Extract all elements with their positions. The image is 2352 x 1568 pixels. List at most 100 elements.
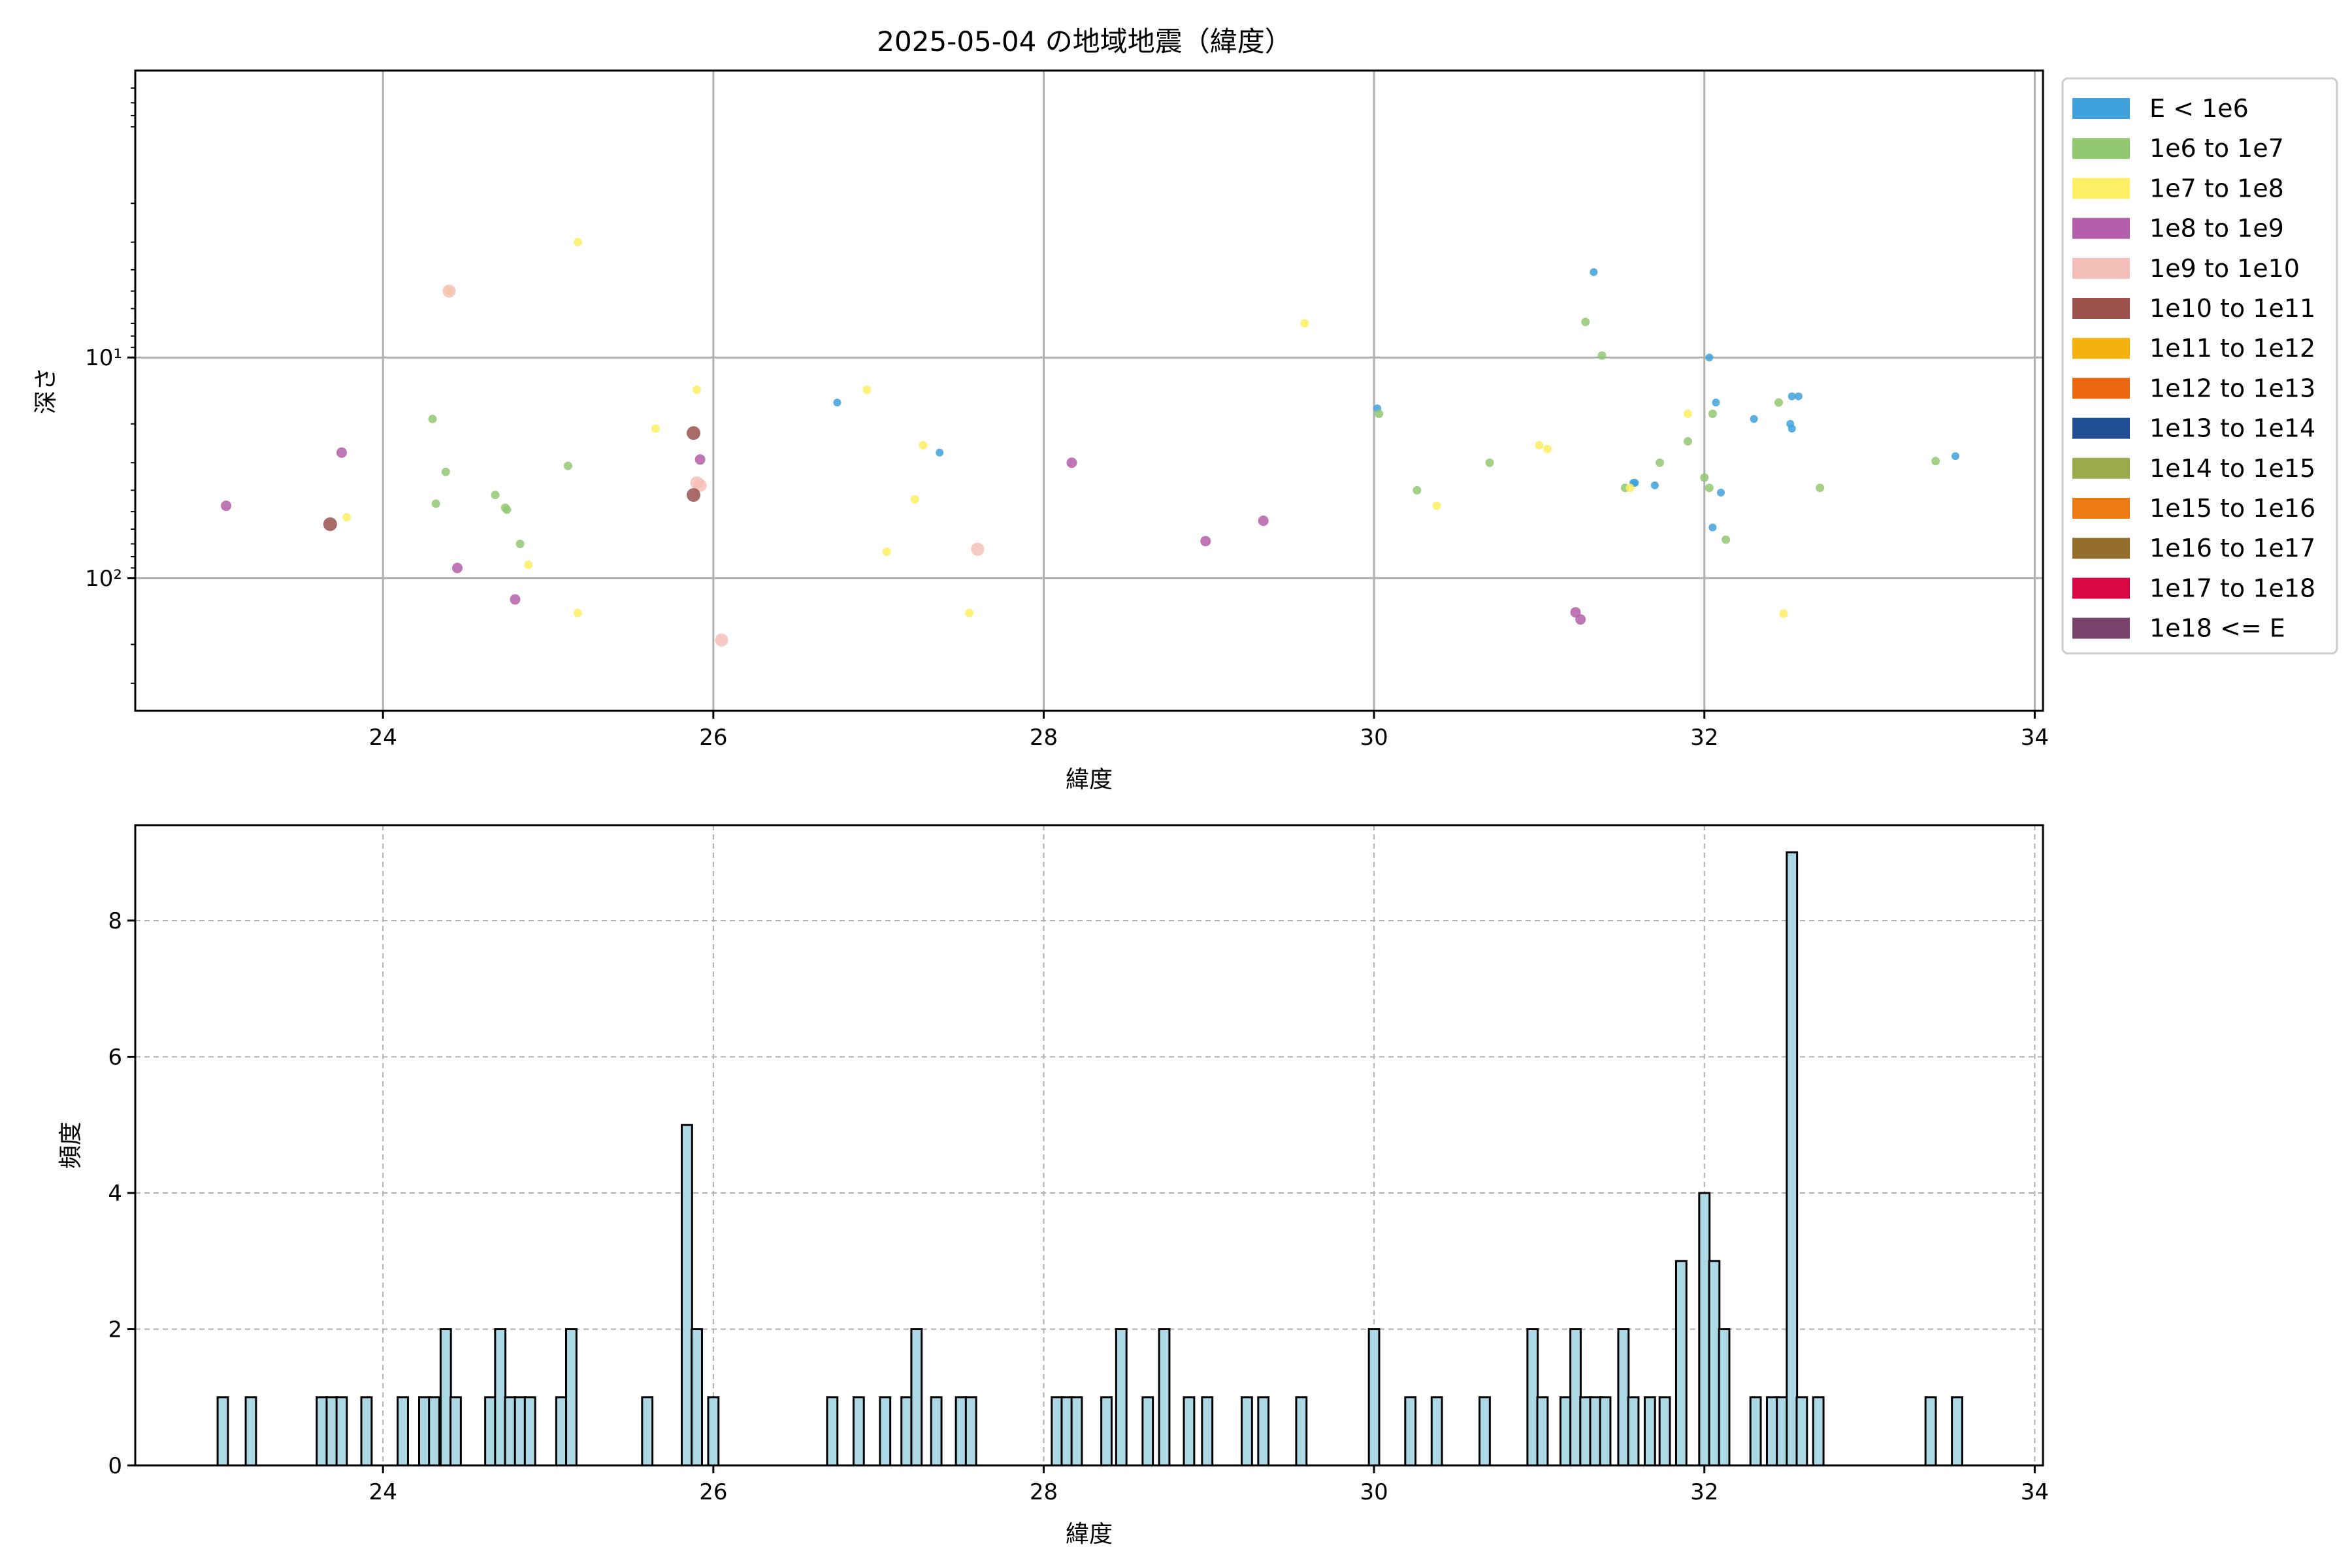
legend-swatch <box>2072 617 2130 639</box>
histogram-x-tick-label: 28 <box>1030 1479 1058 1505</box>
scatter-point <box>1779 609 1788 618</box>
histogram-bar <box>514 1396 527 1467</box>
scatter-point <box>491 491 500 500</box>
scatter-point <box>1700 473 1709 482</box>
histogram-y-tick-label: 4 <box>108 1181 122 1207</box>
histogram-bar <box>1183 1396 1196 1467</box>
scatter-x-tick-label: 26 <box>699 725 727 751</box>
legend-label: 1e6 to 1e7 <box>2149 134 2284 163</box>
histogram-bar <box>1812 1396 1825 1467</box>
histogram-bar <box>964 1396 977 1467</box>
scatter-point <box>1590 268 1598 276</box>
histogram-bar <box>707 1396 720 1467</box>
histogram-x-tick-label: 30 <box>1360 1479 1388 1505</box>
histogram-x-tick-label: 32 <box>1690 1479 1718 1505</box>
legend-label: 1e7 to 1e8 <box>2149 174 2284 203</box>
histogram-bar <box>1241 1396 1253 1467</box>
histogram-bar <box>1257 1396 1270 1467</box>
legend: E < 1e6 1e6 to 1e7 1e7 to 1e8 1e8 to 1e9 1e9… <box>2061 77 2338 655</box>
scatter-point <box>442 284 456 298</box>
scatter-point <box>451 563 463 574</box>
scatter-point <box>694 454 706 465</box>
legend-swatch <box>2072 338 2130 359</box>
histogram-bar <box>428 1396 440 1467</box>
scatter-point <box>563 461 572 470</box>
scatter-point <box>693 385 702 395</box>
histogram-bar <box>1643 1396 1656 1467</box>
scatter-point <box>1788 392 1796 400</box>
scatter-point <box>1931 457 1940 466</box>
histogram-bar <box>680 1124 693 1467</box>
histogram-bar <box>1559 1396 1572 1467</box>
scatter-point <box>502 505 512 514</box>
histogram-bar <box>1100 1396 1113 1467</box>
histogram-x-tick-label: 34 <box>2021 1479 2049 1505</box>
scatter-point <box>1750 415 1758 423</box>
scatter-point <box>1717 489 1725 497</box>
histogram-bar <box>1579 1396 1592 1467</box>
legend-swatch <box>2072 178 2130 199</box>
histogram-bar <box>504 1396 517 1467</box>
scatter-point <box>1375 409 1384 418</box>
scatter-point <box>1708 523 1717 532</box>
scatter-point <box>1708 409 1717 418</box>
histogram-bar <box>1924 1396 1937 1467</box>
scatter-point <box>687 426 701 440</box>
histogram-bar <box>1674 1260 1688 1467</box>
scatter-x-tick-label: 32 <box>1690 725 1718 751</box>
scatter-x-tick-label: 30 <box>1360 725 1388 751</box>
scatter-point <box>651 424 660 433</box>
histogram-bar <box>1718 1328 1731 1467</box>
histogram-bar <box>1526 1328 1539 1467</box>
histogram-bar <box>1658 1396 1671 1467</box>
histogram-x-axis-label: 緯度 <box>1066 1521 1113 1548</box>
histogram-bar <box>1404 1396 1417 1467</box>
legend-swatch <box>2072 498 2130 519</box>
histogram-y-tick-label: 8 <box>108 908 122 934</box>
legend-label: 1e10 to 1e11 <box>2149 294 2315 323</box>
histogram-bar <box>1430 1396 1443 1467</box>
scatter-point <box>687 488 701 502</box>
histogram-bar <box>641 1396 654 1467</box>
legend-label: 1e18 <= E <box>2149 614 2285 643</box>
histogram-bar <box>1765 1396 1778 1467</box>
histogram-bar <box>1536 1396 1549 1467</box>
histogram-x-tick-label: 26 <box>699 1479 727 1505</box>
legend-swatch <box>2072 257 2130 279</box>
scatter-point <box>693 478 707 492</box>
legend-label: 1e16 to 1e17 <box>2149 534 2315 563</box>
scatter-point <box>1597 351 1607 360</box>
legend-swatch <box>2072 457 2130 479</box>
scatter-point <box>1581 318 1590 327</box>
scatter-panel: 24 26 28 30 32 34 10¹ 10² 緯度 深さ <box>33 69 2049 793</box>
scatter-gridlines <box>135 71 2043 711</box>
chart-title: 2025-05-04 の地域地震（緯度） <box>877 25 1292 57</box>
scatter-point <box>431 499 440 508</box>
scatter-point <box>715 633 728 647</box>
scatter-point <box>441 467 450 476</box>
histogram-gridlines <box>135 825 2043 1466</box>
scatter-x-tick-label: 28 <box>1030 725 1058 751</box>
histogram-frame <box>134 824 2044 1467</box>
scatter-point <box>965 608 974 617</box>
histogram-bar <box>1070 1396 1083 1467</box>
scatter-point <box>1543 444 1552 453</box>
histogram-bar <box>910 1328 923 1467</box>
scatter-point <box>936 448 944 457</box>
scatter-point <box>1432 501 1441 510</box>
legend-swatch <box>2072 378 2130 399</box>
histogram-bar <box>1599 1396 1612 1467</box>
scatter-point <box>1258 515 1269 527</box>
histogram-bar <box>1201 1396 1214 1467</box>
scatter-point <box>833 399 841 407</box>
legend-label: 1e8 to 1e9 <box>2149 214 2284 243</box>
scatter-point <box>1683 409 1692 418</box>
scatter-point <box>574 238 583 247</box>
scatter-point <box>1625 483 1635 493</box>
scatter-point <box>1200 536 1211 547</box>
histogram-bar <box>523 1396 536 1467</box>
scatter-point <box>1712 399 1720 407</box>
scatter-point <box>862 385 872 395</box>
histogram-bar <box>1776 1396 1788 1467</box>
legend-label: 1e12 to 1e13 <box>2149 374 2315 402</box>
